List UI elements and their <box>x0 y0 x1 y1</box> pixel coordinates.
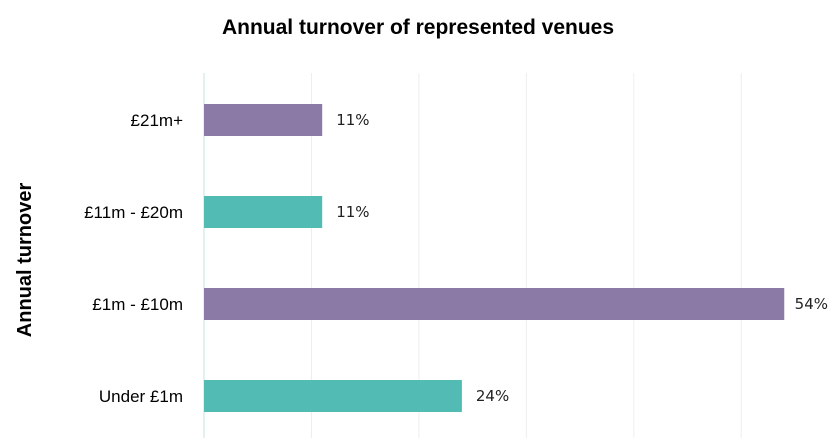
bar <box>204 196 323 228</box>
gridlines <box>310 73 742 438</box>
category-label: £1m - £10m <box>92 295 183 314</box>
category-label: Under £1m <box>99 387 183 406</box>
data-label: 11% <box>336 111 369 129</box>
data-labels: 11% 11% 54% 24% <box>336 111 828 405</box>
y-axis-label: Annual turnover <box>14 183 36 338</box>
data-label: 54% <box>795 295 828 313</box>
bars <box>204 104 785 412</box>
data-label: 24% <box>476 387 509 405</box>
category-label: £11m - £20m <box>84 203 183 222</box>
bar <box>204 104 323 136</box>
data-label: 11% <box>336 203 369 221</box>
chart-title: Annual turnover of represented venues <box>222 16 614 39</box>
bar <box>204 380 462 412</box>
category-label: £21m+ <box>131 111 184 130</box>
category-labels: £21m+ £11m - £20m £1m - £10m Under £1m <box>84 111 183 406</box>
bar <box>204 288 785 320</box>
